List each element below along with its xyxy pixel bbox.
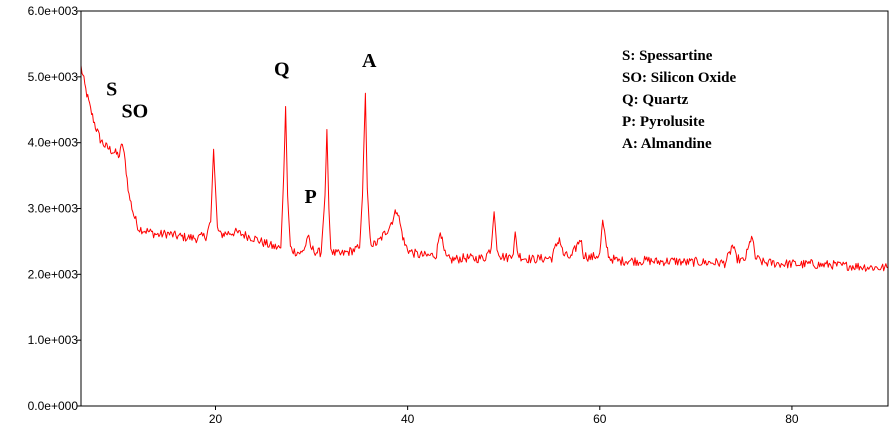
x-tick-label: 80 [785,412,799,426]
y-tick-label: 2.0e+003 [28,267,79,281]
y-tick-label: 6.0e+003 [28,4,79,18]
legend-entry: S: Spessartine [622,48,713,64]
x-axis-ticks: 20 40 60 80 [209,406,799,426]
plot-frame [80,10,889,407]
x-tick-label: 60 [593,412,607,426]
x-tick-label: 40 [401,412,415,426]
y-tick-label: 1.0e+003 [28,333,79,347]
legend-entry: A: Almandine [622,136,712,152]
y-tick-label: 4.0e+003 [28,136,79,150]
y-axis-ticks: 0.0e+000 1.0e+003 2.0e+003 3.0e+003 4.0e+003… [28,4,81,413]
legend-entry: P: Pyrolusite [622,114,705,130]
y-tick-label: 5.0e+003 [28,70,79,84]
y-tick-label: 3.0e+003 [28,202,79,216]
legend: S: Spessartine SO: Silicon Oxide Q: Quartz… [622,48,737,152]
peak-label: S [106,78,117,100]
peak-labels: SSO Q P A [106,50,377,208]
peak-label: Q [274,59,290,81]
peak-label: A [362,50,377,72]
x-tick-label: 20 [209,412,223,426]
peak-label: SO [121,101,148,123]
xrd-intensity-line [80,65,889,272]
legend-entry: Q: Quartz [622,92,689,108]
peak-label: P [305,186,317,208]
legend-entry: SO: Silicon Oxide [622,70,737,86]
y-tick-label: 0.0e+000 [28,399,79,413]
